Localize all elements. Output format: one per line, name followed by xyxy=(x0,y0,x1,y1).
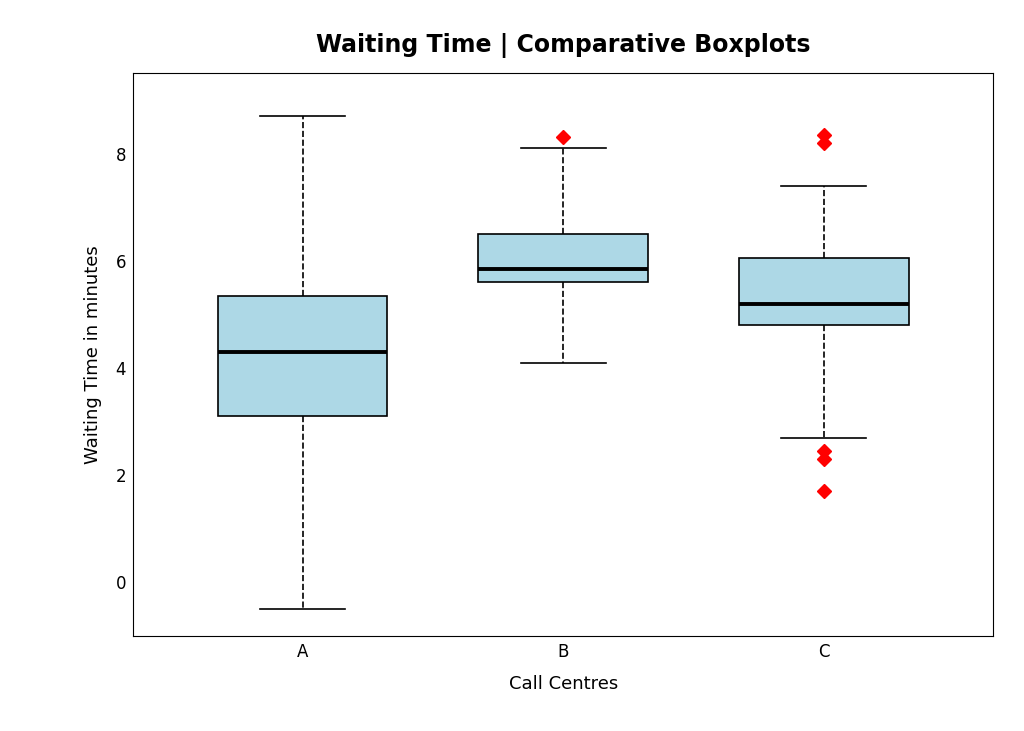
Y-axis label: Waiting Time in minutes: Waiting Time in minutes xyxy=(84,245,101,464)
X-axis label: Call Centres: Call Centres xyxy=(509,675,617,693)
PathPatch shape xyxy=(739,258,908,325)
PathPatch shape xyxy=(218,295,387,416)
PathPatch shape xyxy=(478,234,648,282)
Title: Waiting Time | Comparative Boxplots: Waiting Time | Comparative Boxplots xyxy=(316,34,810,58)
